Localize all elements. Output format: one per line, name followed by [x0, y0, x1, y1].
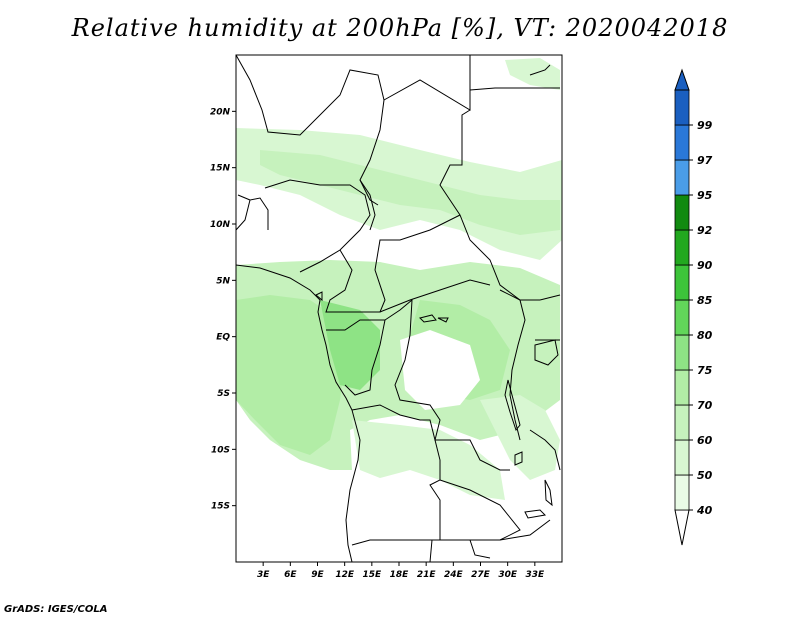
border-south-3 — [499, 519, 551, 541]
country-borders — [235, 54, 561, 563]
latitude-axis: 20N 15N 10N 5N EQ 5S 10S 15S — [210, 107, 236, 512]
border-east-4 — [529, 429, 561, 471]
longitude-axis: 3E 6E 9E 12E 15E 18E 21E 24E 27E 30E 33E — [257, 562, 545, 580]
dry-patch-congo — [400, 330, 480, 410]
lake-victoria — [534, 339, 559, 366]
lat-tick-label: 10S — [211, 445, 230, 455]
lake-tanganyika — [504, 379, 521, 432]
lon-tick-label: 30E — [498, 570, 518, 580]
colorbar-label: 85 — [697, 294, 713, 307]
moist-region-south — [352, 420, 505, 500]
colorbar-segment — [674, 159, 690, 196]
coastline-west-africa — [235, 264, 361, 563]
lat-tick-label: EQ — [216, 333, 230, 343]
lon-tick-label: 3E — [257, 570, 270, 580]
lon-tick-label: 15E — [362, 570, 382, 580]
colorbar-segment — [674, 439, 690, 476]
colorbar-label: 75 — [697, 364, 713, 377]
colorbar-segment — [674, 334, 690, 371]
lat-tick-label: 5S — [217, 389, 230, 399]
colorbar: 40 50 60 70 75 80 85 90 92 95 97 99 — [674, 68, 713, 546]
border-nigeria — [264, 179, 371, 273]
colorbar-segment — [674, 299, 690, 336]
colorbar-segment — [674, 404, 690, 441]
lon-tick-label: 21E — [417, 570, 437, 580]
colorbar-label: 60 — [697, 434, 713, 447]
border-south-1 — [429, 539, 433, 563]
colorbar-label: 99 — [697, 119, 713, 132]
border-car — [379, 279, 491, 313]
colorbar-label: 40 — [696, 504, 713, 517]
lake-small-4 — [524, 509, 547, 519]
lake-small-3 — [514, 451, 523, 466]
colorbar-segment — [674, 369, 690, 406]
colorbar-segment — [674, 194, 690, 231]
lon-tick-label: 9E — [311, 570, 324, 580]
lat-tick-label: 5N — [216, 276, 230, 286]
lat-tick-label: 20N — [210, 107, 231, 117]
lake-small-1 — [419, 314, 437, 323]
lon-tick-label: 27E — [471, 570, 491, 580]
colorbar-segment — [674, 229, 690, 266]
lat-tick-label: 10N — [210, 220, 231, 230]
moist-patch-se — [480, 395, 560, 480]
colorbar-segment — [674, 264, 690, 301]
colorbar-segment — [674, 89, 690, 126]
colorbar-label: 70 — [697, 399, 713, 412]
colorbar-label: 90 — [697, 259, 713, 272]
border-east-1 — [499, 289, 526, 441]
grads-credit: GrADS: IGES/COLA — [4, 604, 108, 615]
colorbar-label: 80 — [697, 329, 713, 342]
colorbar-label: 92 — [697, 224, 713, 237]
moist-region-gabon — [320, 300, 380, 390]
colorbar-high-triangle — [674, 68, 690, 91]
colorbar-label: 95 — [697, 189, 713, 202]
lon-tick-label: 6E — [284, 570, 297, 580]
colorbar-low-triangle — [674, 509, 690, 546]
border-north-2 — [383, 55, 471, 111]
lat-tick-label: 15S — [211, 502, 230, 512]
lon-tick-label: 33E — [525, 570, 545, 580]
island-bioko — [315, 291, 323, 302]
border-south-2 — [469, 539, 491, 559]
lat-tick-label: 15N — [210, 164, 231, 174]
colorbar-segment — [674, 124, 690, 161]
lake-small-2 — [437, 317, 449, 323]
border-north-1 — [235, 54, 385, 231]
border-east-2 — [539, 294, 561, 301]
colorbar-label: 50 — [697, 469, 713, 482]
lon-tick-label: 18E — [390, 570, 410, 580]
colorbar-label: 97 — [697, 154, 713, 167]
border-north-3 — [439, 109, 540, 301]
colorbar-segment — [674, 474, 690, 511]
lake-malawi — [544, 479, 553, 507]
border-ne-2 — [529, 64, 551, 76]
moist-band-north-inner — [260, 150, 560, 235]
humidity-shading — [236, 58, 562, 500]
map-title: Relative humidity at 200hPa [%], VT: 202… — [71, 14, 729, 42]
lon-tick-label: 12E — [335, 570, 355, 580]
border-west-2 — [237, 194, 251, 201]
border-congo-1 — [326, 319, 386, 396]
border-drc — [384, 298, 510, 471]
lon-tick-label: 24E — [444, 570, 464, 580]
border-west-1 — [235, 197, 269, 231]
river-1 — [359, 179, 379, 206]
moist-region-coast — [236, 295, 345, 455]
border-ne — [469, 87, 560, 91]
